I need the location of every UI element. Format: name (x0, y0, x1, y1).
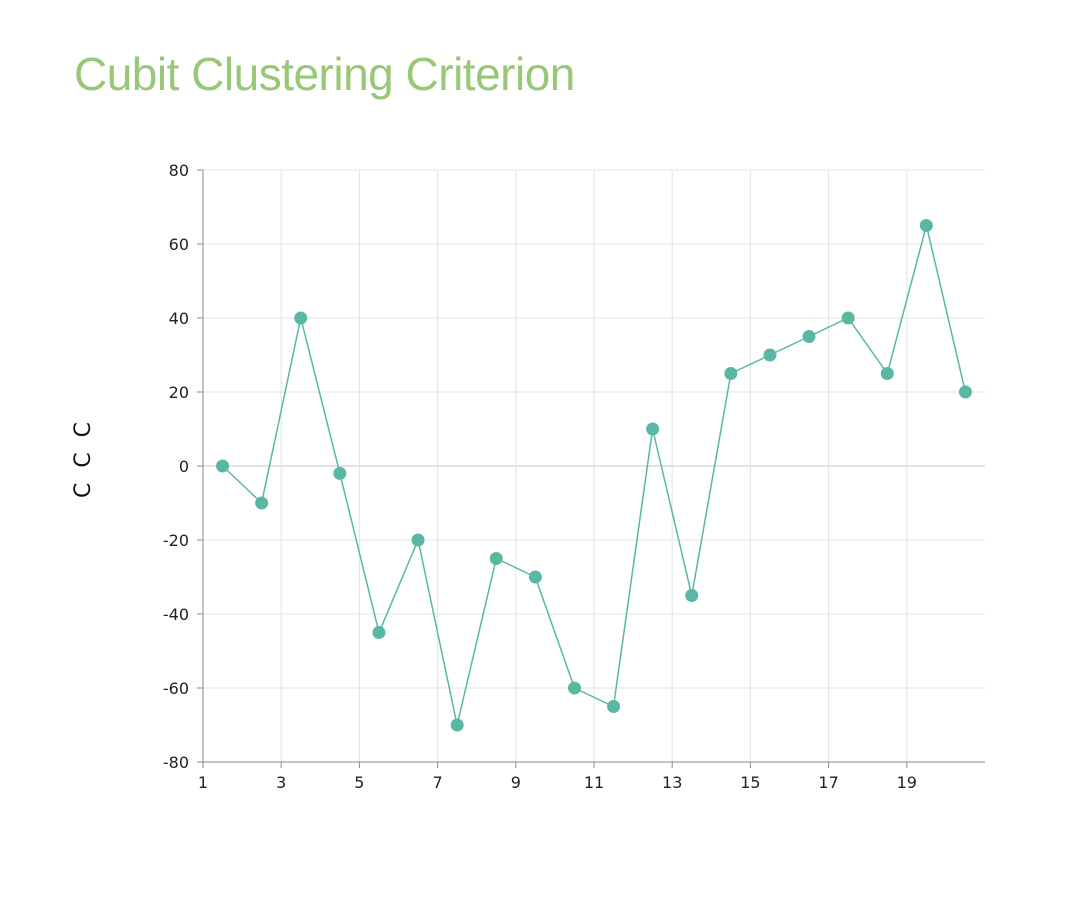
data-point[interactable] (567, 681, 581, 695)
data-point[interactable] (294, 311, 308, 325)
y-axis-ticks: 80 60 40 20 0 -20 -40 -60 -80 (163, 161, 203, 772)
data-point[interactable] (724, 367, 738, 380)
y-tick-label: -60 (163, 679, 189, 698)
data-point[interactable] (958, 385, 972, 399)
data-point[interactable] (450, 718, 464, 732)
y-tick-label: 20 (169, 383, 189, 402)
data-point[interactable] (607, 700, 621, 713)
data-point[interactable] (333, 466, 347, 480)
x-tick-label: 19 (897, 773, 917, 792)
y-tick-label: 40 (169, 309, 189, 328)
y-axis-title: C C C (71, 418, 96, 498)
x-tick-label: 11 (584, 773, 604, 792)
data-point[interactable] (841, 311, 855, 325)
grid-layer (203, 169, 985, 762)
x-tick-label: 13 (662, 773, 682, 792)
y-tick-label: -20 (163, 531, 189, 550)
x-tick-label: 7 (433, 773, 443, 792)
data-point[interactable] (880, 367, 894, 380)
chart-title: Cubit Clustering Criterion (74, 48, 575, 100)
data-point[interactable] (763, 348, 777, 362)
y-tick-label: -80 (163, 753, 189, 772)
x-tick-label: 17 (818, 773, 838, 792)
data-point[interactable] (255, 496, 269, 510)
data-point[interactable] (646, 422, 660, 436)
data-point[interactable] (685, 589, 699, 602)
y-tick-label: 60 (169, 235, 189, 254)
data-point[interactable] (489, 552, 503, 565)
x-tick-label: 1 (198, 773, 208, 792)
x-tick-label: 3 (276, 773, 286, 792)
data-point[interactable] (802, 330, 816, 343)
x-tick-label: 9 (511, 773, 521, 792)
y-tick-label: -40 (163, 605, 189, 624)
y-tick-label: 80 (169, 161, 189, 180)
series-line (222, 225, 967, 726)
data-point[interactable] (372, 626, 386, 639)
data-point[interactable] (528, 570, 542, 584)
data-point[interactable] (919, 219, 933, 232)
y-tick-label: 0 (179, 457, 189, 476)
data-point[interactable] (411, 533, 425, 547)
x-tick-label: 15 (740, 773, 760, 792)
series-layer (216, 219, 972, 732)
x-tick-label: 5 (354, 773, 364, 792)
data-point[interactable] (216, 459, 230, 473)
x-axis-ticks: 1 3 5 7 9 11 13 15 17 19 (198, 762, 917, 792)
